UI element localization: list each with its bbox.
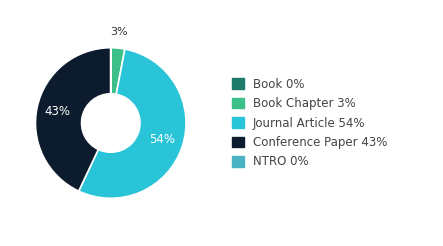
Text: 43%: 43% [45, 105, 71, 118]
Text: 54%: 54% [149, 133, 175, 146]
Legend: Book 0%, Book Chapter 3%, Journal Article 54%, Conference Paper 43%, NTRO 0%: Book 0%, Book Chapter 3%, Journal Articl… [232, 77, 388, 169]
Wedge shape [79, 49, 186, 198]
Text: 3%: 3% [110, 27, 128, 37]
Wedge shape [111, 48, 125, 94]
Wedge shape [35, 48, 111, 191]
